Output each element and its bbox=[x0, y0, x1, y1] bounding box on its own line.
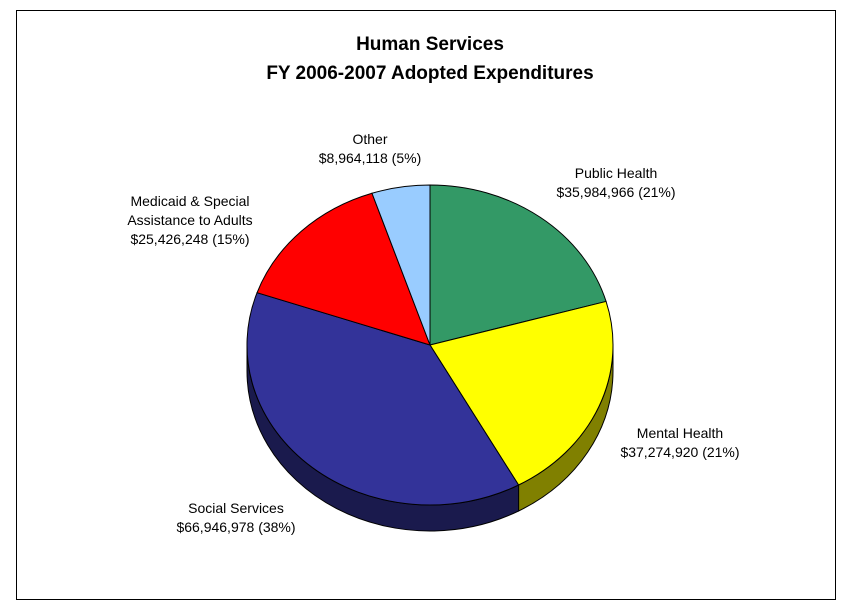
slice-medicaid-special-assistance-to-adults bbox=[256, 192, 431, 346]
chart-title: Human Services FY 2006-2007 Adopted Expen… bbox=[266, 34, 593, 84]
chart-title-line: FY 2006-2007 Adopted Expenditures bbox=[266, 63, 593, 84]
slice-public-health bbox=[429, 184, 607, 346]
chart-title-line: Human Services bbox=[356, 34, 504, 55]
slice-labels: Public Health $35,984,966 (21%) Mental Hea… bbox=[127, 131, 739, 535]
slice-label-mental-health: Mental Health $37,274,920 (21%) bbox=[620, 425, 739, 460]
slice-label-medicaid-special-assistance-to-adults: Medicaid & Special Assistance to Adults $2… bbox=[127, 193, 252, 247]
slice-label-public-health: Public Health $35,984,966 (21%) bbox=[556, 165, 675, 200]
slice-label-social-services: Social Services $66,946,978 (38%) bbox=[176, 500, 295, 535]
pie-slices bbox=[246, 184, 614, 506]
slice-other bbox=[371, 184, 431, 346]
slice-label-other: Other $8,964,118 (5%) bbox=[319, 131, 421, 166]
slice-social-services bbox=[246, 292, 520, 506]
slice-mental-health bbox=[429, 300, 614, 486]
